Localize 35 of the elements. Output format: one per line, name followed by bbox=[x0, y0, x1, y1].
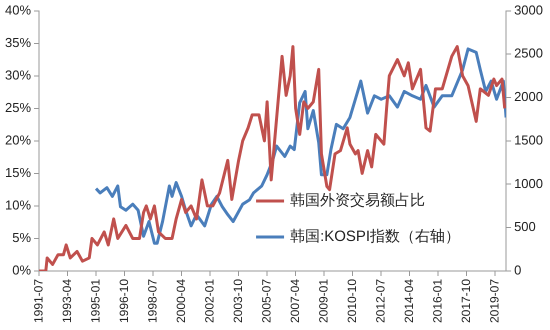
x-tick-label: 2003-10 bbox=[230, 278, 245, 324]
x-tick-label: 2019-07 bbox=[488, 278, 502, 324]
x-tick-label: 2010-10 bbox=[344, 278, 359, 324]
y2-tick-label: 2500 bbox=[514, 46, 543, 61]
x-tick-label: 1991-07 bbox=[31, 278, 46, 324]
y-tick-label: 0% bbox=[12, 262, 32, 278]
x-tick-label: 2017-10 bbox=[459, 278, 474, 324]
y-tick-label: 35% bbox=[4, 34, 32, 50]
y-tick-label: 10% bbox=[4, 198, 32, 212]
x-tick-label: 2007-04 bbox=[288, 278, 302, 324]
y-tick-label: 30% bbox=[4, 67, 32, 82]
y2-tick-label: 2000 bbox=[514, 89, 543, 104]
x-tick-label: 1996-10 bbox=[116, 278, 131, 324]
y-tick-label: 20% bbox=[4, 132, 32, 148]
legend-label: 韩国:KOSPI指数（右轴） bbox=[290, 228, 460, 246]
y2-tick-label: 3000 bbox=[514, 2, 543, 18]
y-tick-label: 25% bbox=[4, 100, 32, 115]
y-tick-label: 5% bbox=[12, 230, 32, 246]
y2-tick-label: 500 bbox=[514, 219, 536, 234]
y2-tick-label: 1000 bbox=[514, 176, 543, 191]
x-tick-label: 2002-01 bbox=[202, 278, 216, 324]
x-tick-label: 1998-07 bbox=[145, 278, 160, 324]
x-tick-label: 2000-04 bbox=[174, 278, 188, 324]
x-tick-label: 2005-07 bbox=[259, 278, 274, 324]
x-tick-label: 1995-01 bbox=[88, 278, 102, 324]
y-tick-label: 40% bbox=[4, 2, 32, 18]
x-tick-label: 2012-07 bbox=[373, 278, 388, 324]
y-tick-label: 15% bbox=[4, 164, 32, 180]
x-tick-label: 1993-04 bbox=[60, 278, 74, 324]
legend-label: 韩国外资交易额占比 bbox=[290, 192, 426, 210]
y2-tick-label: 1500 bbox=[514, 132, 543, 148]
x-tick-label: 2009-01 bbox=[316, 278, 330, 324]
x-tick-label: 2016-01 bbox=[430, 278, 445, 324]
y2-tick-label: 0 bbox=[514, 262, 522, 278]
x-tick-label: 2014-04 bbox=[402, 278, 416, 324]
